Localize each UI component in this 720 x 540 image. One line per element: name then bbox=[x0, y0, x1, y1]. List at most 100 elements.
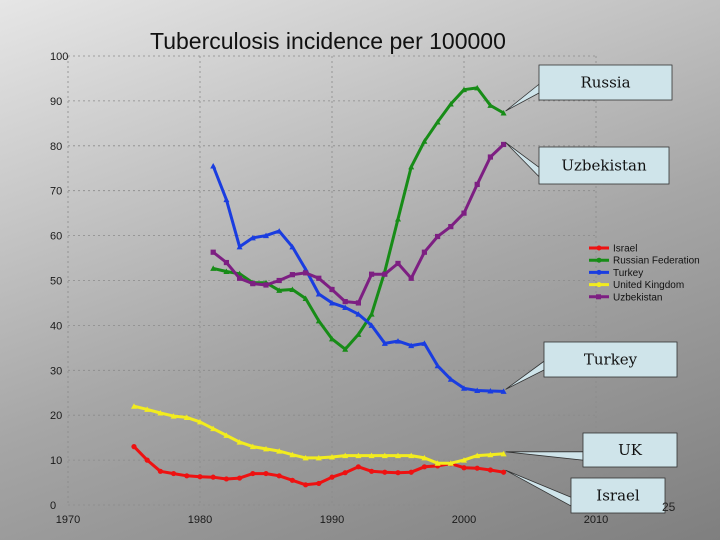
data-point bbox=[395, 470, 401, 476]
y-tick-label: 30 bbox=[50, 365, 62, 377]
callouts: Russia Uzbekistan Turkey UK Israel bbox=[505, 64, 678, 514]
series-line bbox=[212, 143, 505, 305]
legend-label: United Kingdom bbox=[613, 280, 684, 291]
data-point bbox=[342, 304, 349, 310]
data-point bbox=[342, 299, 348, 305]
legend-item: United Kingdom bbox=[589, 280, 684, 291]
y-tick-label: 60 bbox=[50, 231, 62, 243]
series-lines bbox=[131, 84, 507, 488]
data-point bbox=[421, 454, 428, 461]
callout-label: Israel bbox=[596, 487, 640, 505]
data-point bbox=[487, 102, 494, 108]
data-point bbox=[302, 454, 309, 461]
legend-item: Turkey bbox=[589, 268, 643, 279]
data-point bbox=[329, 474, 335, 480]
data-point bbox=[157, 468, 163, 474]
data-point bbox=[342, 470, 348, 476]
callout-pointer bbox=[505, 83, 540, 112]
legend-item: Russian Federation bbox=[589, 256, 700, 267]
data-point bbox=[342, 346, 349, 352]
data-point bbox=[315, 290, 322, 297]
data-point bbox=[210, 163, 217, 169]
chart-title: Tuberculosis incidence per 100000 bbox=[150, 28, 506, 54]
data-point bbox=[355, 331, 362, 337]
page-number: 25 bbox=[662, 500, 676, 514]
data-point bbox=[474, 84, 481, 91]
legend-marker bbox=[596, 269, 602, 275]
y-tick-label: 50 bbox=[50, 276, 62, 288]
data-point bbox=[315, 317, 322, 324]
legend-item: Israel bbox=[589, 244, 637, 255]
data-point bbox=[447, 376, 454, 382]
y-tick-label: 90 bbox=[50, 96, 62, 108]
data-point bbox=[263, 282, 269, 288]
series-turkey bbox=[210, 163, 507, 394]
data-point bbox=[461, 385, 467, 391]
data-point bbox=[487, 154, 493, 160]
data-point bbox=[183, 414, 190, 420]
data-point bbox=[276, 473, 282, 479]
data-point bbox=[250, 470, 256, 477]
callout-label: UK bbox=[618, 441, 643, 459]
data-point bbox=[210, 425, 217, 432]
data-point bbox=[131, 444, 137, 450]
data-point bbox=[276, 448, 283, 454]
data-point bbox=[447, 460, 454, 466]
data-point bbox=[237, 275, 243, 281]
data-point bbox=[303, 482, 309, 488]
data-point bbox=[395, 338, 401, 344]
callout-russia: Russia bbox=[505, 64, 673, 112]
legend-label: Uzbekistan bbox=[613, 292, 662, 303]
series-russian-federation bbox=[210, 84, 507, 352]
series-uzbekistan bbox=[210, 141, 507, 306]
data-point bbox=[236, 243, 243, 250]
data-point bbox=[487, 451, 494, 458]
data-point bbox=[263, 232, 269, 239]
data-point bbox=[381, 452, 388, 459]
data-point bbox=[369, 271, 375, 277]
x-tick-label: 1990 bbox=[320, 514, 344, 526]
x-tick-label: 1980 bbox=[188, 514, 212, 526]
callout-uzbekistan: Uzbekistan bbox=[505, 142, 670, 185]
data-point bbox=[302, 295, 309, 301]
data-point bbox=[501, 469, 507, 475]
data-point bbox=[144, 406, 151, 412]
data-point bbox=[223, 268, 230, 275]
data-point bbox=[197, 418, 203, 425]
data-point bbox=[355, 300, 361, 306]
data-point bbox=[395, 215, 401, 222]
x-tick-label: 2010 bbox=[584, 514, 608, 526]
series-line bbox=[211, 165, 504, 393]
callout-label: Russia bbox=[580, 74, 630, 92]
data-point bbox=[316, 480, 322, 487]
data-point bbox=[421, 249, 427, 255]
data-point bbox=[461, 86, 467, 93]
series-line bbox=[133, 404, 504, 465]
legend-item: Uzbekistan bbox=[589, 292, 662, 303]
callout-label: Turkey bbox=[584, 351, 638, 369]
data-point bbox=[289, 272, 295, 278]
data-point bbox=[448, 224, 454, 230]
legend-marker bbox=[596, 294, 601, 300]
data-point bbox=[289, 286, 296, 292]
data-point bbox=[276, 277, 282, 284]
data-point bbox=[157, 409, 164, 416]
data-point bbox=[368, 452, 375, 459]
y-tick-label: 70 bbox=[50, 186, 62, 198]
legend-label: Turkey bbox=[613, 268, 643, 279]
data-point bbox=[474, 387, 481, 394]
data-point bbox=[434, 362, 441, 369]
data-point bbox=[500, 388, 507, 394]
data-point bbox=[289, 243, 296, 250]
data-point bbox=[421, 464, 427, 470]
data-point bbox=[369, 468, 375, 474]
data-point bbox=[461, 210, 467, 216]
y-tick-label: 20 bbox=[50, 410, 62, 422]
legend-label: Israel bbox=[613, 244, 637, 255]
data-point bbox=[276, 287, 283, 293]
data-point bbox=[236, 439, 243, 445]
data-point bbox=[329, 453, 335, 460]
data-point bbox=[487, 467, 493, 473]
